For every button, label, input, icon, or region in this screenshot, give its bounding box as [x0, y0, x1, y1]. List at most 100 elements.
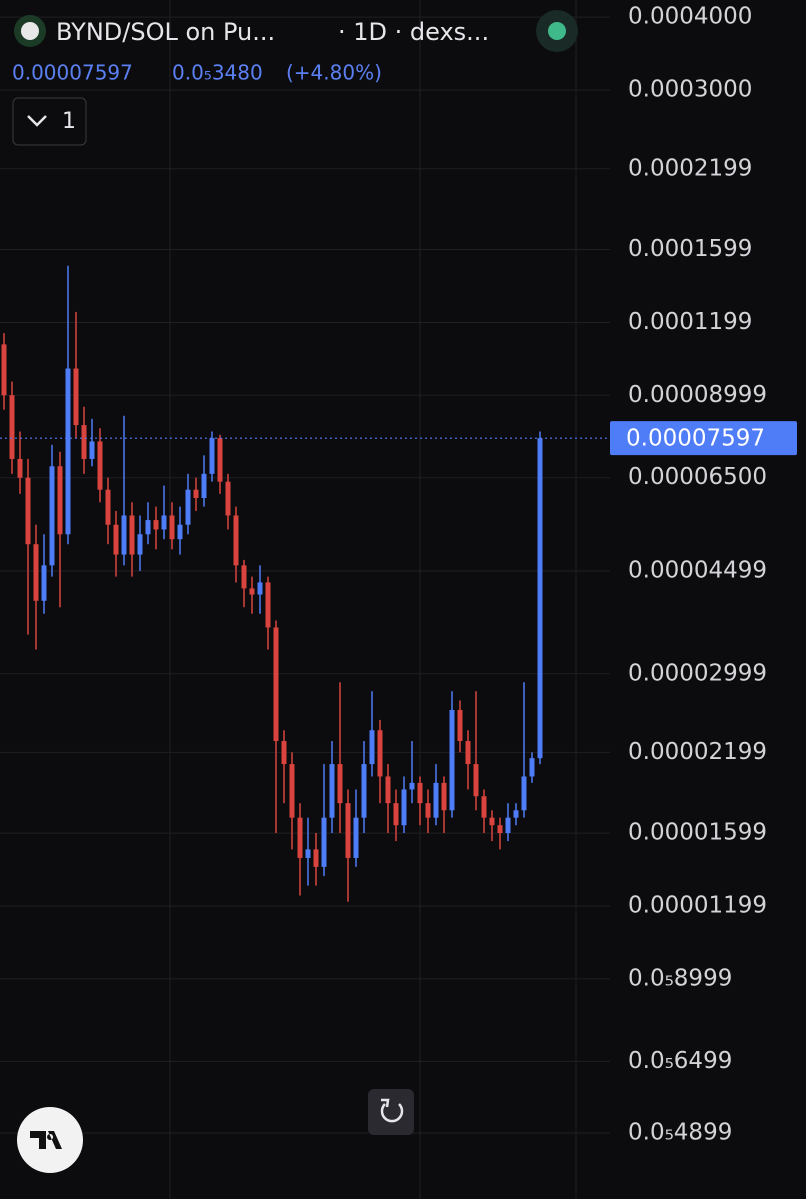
change: 0.0₅3480 — [172, 61, 263, 85]
candle-body — [9, 395, 15, 459]
candle-body — [505, 817, 511, 834]
candle-body — [81, 425, 87, 459]
candle-body — [377, 730, 383, 777]
grid: 0.0004000 0.0003000 0.0002199 0.0001599 0.00… — [0, 4, 767, 1146]
symbol: BYND/SOL on Pu... — [56, 18, 275, 46]
y-tick-label: 0.00001199 — [628, 893, 767, 919]
candle-body — [209, 438, 215, 474]
candle-body — [33, 544, 39, 601]
y-tick-label: 0.0₅8999 — [628, 965, 732, 991]
logo-mark — [30, 1131, 62, 1149]
candle-body — [153, 520, 159, 530]
y-tick-label: 0.00008999 — [628, 382, 767, 408]
y-tick-label: 0.0₅4899 — [628, 1120, 732, 1146]
candle-body — [441, 782, 447, 811]
candle-body — [425, 803, 431, 818]
candle-body — [345, 803, 351, 858]
candle-body — [145, 520, 151, 535]
chevron-icon — [27, 115, 47, 127]
candle-body — [129, 515, 135, 555]
candle-body — [529, 758, 535, 777]
candle-body — [105, 489, 111, 525]
candle-body — [249, 588, 255, 595]
status-dot — [548, 22, 566, 40]
candle-body — [297, 817, 303, 858]
candle-body — [281, 741, 287, 765]
change-percent: (+4.80%) — [286, 61, 382, 85]
candle-body — [537, 438, 543, 759]
candle-body — [393, 803, 399, 826]
y-tick-label: 0.0002199 — [628, 155, 752, 181]
candle-body — [521, 776, 527, 811]
candle-body — [513, 810, 519, 818]
last-price: 0.00007597 — [12, 61, 133, 85]
candle-body — [201, 473, 207, 499]
reset-arrow — [381, 1098, 390, 1108]
candle-body — [457, 709, 463, 742]
overlay: 0.00007597 — [0, 421, 797, 456]
candle-body — [433, 782, 439, 818]
tradingview-logo[interactable] — [17, 1107, 83, 1173]
candle-body — [401, 789, 407, 826]
y-tick-label: 0.0004000 — [628, 4, 752, 30]
candle-body — [73, 368, 79, 426]
candle-body — [41, 565, 47, 601]
candle-body — [185, 489, 191, 525]
reset-icon — [380, 1103, 404, 1123]
candle-body — [257, 582, 263, 595]
candle-body — [137, 534, 143, 555]
candle-body — [369, 730, 375, 765]
candle-body — [161, 515, 167, 530]
candle-body — [193, 489, 199, 499]
candle-body — [497, 825, 503, 834]
candle-body — [337, 764, 343, 804]
candle-body — [305, 849, 311, 858]
candle-body — [273, 627, 279, 742]
button-label: 1 — [62, 109, 76, 134]
last-price-tag-label: 0.00007597 — [626, 426, 765, 452]
candle-body — [177, 524, 183, 540]
candle-body — [169, 515, 175, 540]
candle-body — [481, 796, 487, 818]
y-tick-label: 0.00002999 — [628, 660, 767, 686]
candle-body — [89, 441, 95, 459]
candle-body — [217, 438, 223, 482]
candle-body — [265, 582, 271, 628]
header: BYND/SOL on Pu... · 1D · dexs... 0.00007… — [12, 10, 578, 146]
candle-body — [121, 515, 127, 555]
candle-body — [449, 709, 455, 811]
y-tick-label: 0.00002199 — [628, 739, 767, 765]
token-logo-inner — [21, 22, 39, 40]
y-tick-label: 0.0003000 — [628, 77, 752, 103]
logo-circle — [17, 1107, 83, 1173]
candle-body — [313, 849, 319, 867]
candle-body — [1, 344, 7, 396]
y-tick-label: 0.00006500 — [628, 464, 767, 490]
candle-body — [329, 764, 335, 818]
candle-body — [97, 441, 103, 490]
y-tick-label: 0.00004499 — [628, 557, 767, 583]
candle-body — [25, 477, 31, 545]
reset-bg — [368, 1089, 414, 1135]
candle-body — [417, 782, 423, 804]
y-tick-label: 0.0₅6499 — [628, 1048, 732, 1074]
candle-body — [65, 368, 71, 535]
last-price-tag — [610, 421, 797, 456]
candle-body — [17, 458, 23, 478]
candle-body — [289, 764, 295, 818]
candle-body — [465, 741, 471, 765]
reset-button[interactable] — [368, 1089, 414, 1135]
y-tick-label: 0.0001199 — [628, 309, 752, 335]
candle-body — [361, 764, 367, 818]
candle-body — [233, 515, 239, 566]
y-tick-label: 0.0001599 — [628, 236, 752, 262]
candle-body — [113, 524, 119, 555]
candle-body — [385, 776, 391, 804]
candle-body — [489, 817, 495, 826]
candle-body — [473, 764, 479, 797]
candle-body — [49, 466, 55, 566]
candle-body — [225, 481, 231, 516]
collapse-button[interactable] — [12, 97, 87, 146]
